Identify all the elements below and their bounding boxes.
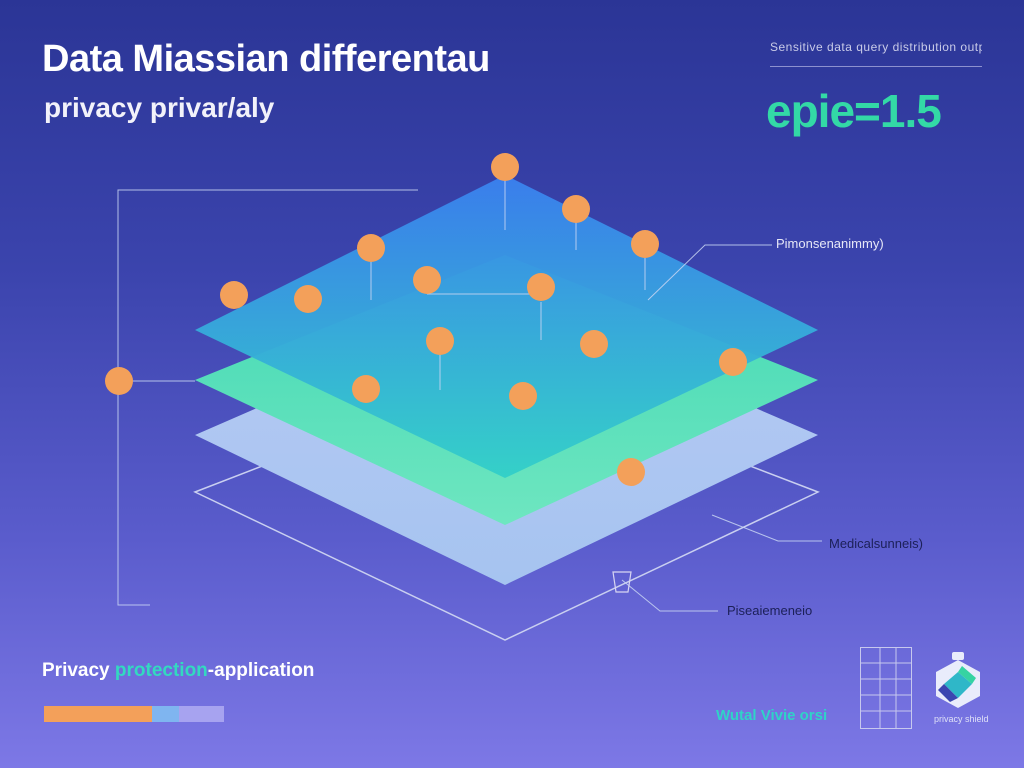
data-node — [220, 281, 248, 309]
callout-top-label: Pimonsenanimmy) — [776, 236, 884, 251]
data-node — [631, 230, 659, 258]
data-node — [352, 375, 380, 403]
footer-label: Privacy protection-application — [42, 660, 314, 682]
data-node — [491, 153, 519, 181]
progress-segment-3 — [179, 706, 224, 722]
data-node — [357, 234, 385, 262]
progress-bar — [44, 706, 224, 722]
callout-middle-label: Medicalsunneis) — [829, 536, 923, 551]
data-node — [719, 348, 747, 376]
brand-text: privacy shield — [934, 714, 989, 724]
progress-segment-2 — [152, 706, 179, 722]
grid-icon — [860, 647, 912, 729]
data-nodes — [105, 153, 747, 486]
title-line-2: privacy privar/aly — [44, 92, 275, 123]
header-divider — [770, 66, 982, 67]
data-node — [105, 367, 133, 395]
data-node — [562, 195, 590, 223]
data-node — [294, 285, 322, 313]
data-node — [617, 458, 645, 486]
bottom-caption: Wutal Vivie orsi — [716, 707, 828, 724]
data-node — [509, 382, 537, 410]
title-line-1: Data Miassian differentau — [42, 38, 490, 80]
header-caption: Sensitive data query distribution output — [770, 40, 982, 54]
footer-label-prefix: Privacy — [42, 660, 115, 681]
shield-logo-icon — [936, 652, 980, 708]
cup-icon — [612, 571, 632, 593]
plane-top — [195, 175, 818, 478]
data-node — [527, 273, 555, 301]
footer-label-suffix: -application — [207, 660, 315, 681]
connector-lines — [117, 180, 822, 612]
data-node — [580, 330, 608, 358]
data-node — [413, 266, 441, 294]
callout-bottom-label: Piseaiemeneio — [727, 603, 813, 618]
epsilon-value: epie=1.5 — [766, 85, 942, 137]
progress-segment-1 — [44, 706, 152, 722]
footer-label-accent: protection — [114, 660, 208, 681]
data-node — [426, 327, 454, 355]
